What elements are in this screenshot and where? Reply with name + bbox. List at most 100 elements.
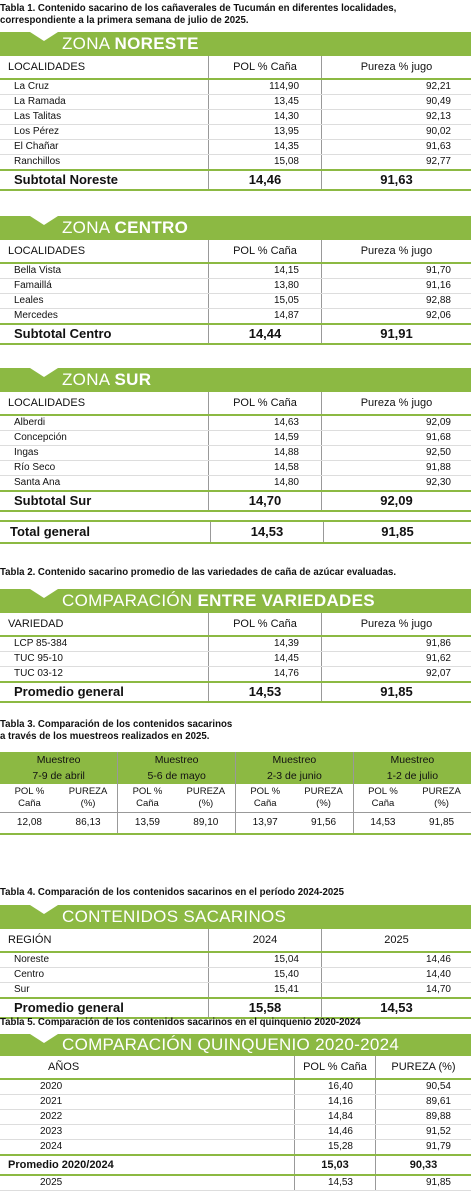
subhead-pureza: PUREZA (%) <box>412 784 471 813</box>
cell-localidad: Concepción <box>0 430 209 446</box>
cell-region: Sur <box>0 982 209 999</box>
cell-pureza: 92,21 <box>321 79 471 95</box>
cell-pureza: 91,85 <box>412 812 471 835</box>
table1-caption: Tabla 1. Contenido sacarino de los cañav… <box>0 2 471 26</box>
subtotal-pol: 14,46 <box>208 169 322 191</box>
table-header: LOCALIDADES POL % Caña Pureza % jugo <box>0 56 471 80</box>
subtotal-row: Subtotal Sur 14,70 92,09 <box>0 490 471 512</box>
cell-ano: 2025 <box>0 1175 295 1191</box>
cell-ano: 2020 <box>0 1079 295 1095</box>
subtotal-label: Subtotal Noreste <box>0 169 209 191</box>
contenidos-banner: CONTENIDOS SACARINOS <box>0 905 471 929</box>
cell-region: Centro <box>0 967 209 983</box>
table-header: LOCALIDADES POL % Caña Pureza % jugo <box>0 240 471 264</box>
muestreo-2-title: Muestreo <box>117 752 236 768</box>
cell-ano: 2021 <box>0 1094 295 1110</box>
muestreo-3-date: 2-3 de junio <box>235 768 354 784</box>
cell-variedad: LCP 85-384 <box>0 636 209 652</box>
table-row: TUC 95-10 14,45 91,62 <box>0 651 471 667</box>
subhead-pureza: PUREZA (%) <box>58 784 118 813</box>
table-row: Centro 15,40 14,40 <box>0 967 471 983</box>
zona-label: ZONA <box>62 34 110 53</box>
col-localidades: LOCALIDADES <box>0 56 209 80</box>
cell-localidad: Las Talitas <box>0 109 209 125</box>
subtotal-row: Subtotal Noreste 14,46 91,63 <box>0 169 471 191</box>
cell-pol: 14,30 <box>208 109 322 125</box>
table-row: Las Talitas 14,30 92,13 <box>0 109 471 125</box>
cell-pol: 14,16 <box>294 1094 376 1110</box>
cell-pol: 14,80 <box>208 475 322 492</box>
cell-2025: 14,46 <box>321 952 471 968</box>
variedades-table: VARIEDAD POL % Caña Pureza % jugo LCP 85… <box>0 613 471 703</box>
banner-notch-icon <box>30 368 58 377</box>
total-pureza: 91,85 <box>323 520 471 544</box>
table-row: Santa Ana 14,80 92,30 <box>0 475 471 492</box>
cell-pureza: 90,02 <box>321 124 471 140</box>
cell-pol: 14,63 <box>208 415 322 431</box>
subhead-pol: POL % Caña <box>0 784 59 813</box>
zona-centro: ZONA CENTRO LOCALIDADES POL % Caña Purez… <box>0 216 471 345</box>
subhead-pol-line2: Caña <box>371 798 395 809</box>
cell-pureza: 92,06 <box>321 308 471 325</box>
subtotal-row: Subtotal Centro 14,44 91,91 <box>0 323 471 345</box>
subtotal-pol: 14,70 <box>208 490 322 512</box>
cell-pureza: 92,13 <box>321 109 471 125</box>
promedio-row: Promedio general 14,53 91,85 <box>0 681 471 703</box>
cell-2024: 15,04 <box>208 952 322 968</box>
table-header: AÑOS POL % Caña PUREZA (%) <box>0 1056 471 1080</box>
cell-2024: 15,41 <box>208 982 322 999</box>
subheader-row: POL % Caña PUREZA (%) POL % Caña PUREZA (%) … <box>0 784 471 813</box>
cell-pureza: 92,07 <box>321 666 471 683</box>
col-localidades: LOCALIDADES <box>0 392 209 416</box>
table-header: REGIÓN 2024 2025 <box>0 929 471 953</box>
cell-localidad: Mercedes <box>0 308 209 325</box>
muestreo-1-title: Muestreo <box>0 752 118 768</box>
cell-localidad: Ranchillos <box>0 154 209 171</box>
banner-notch-icon <box>30 905 58 914</box>
table5-caption-line: Tabla 5. Comparación de los contenidos s… <box>0 1016 361 1028</box>
cell-localidad: Alberdi <box>0 415 209 431</box>
total-pol: 14,53 <box>210 520 324 544</box>
table-row: Alberdi 14,63 92,09 <box>0 415 471 431</box>
col-pol: POL % Caña <box>294 1056 376 1080</box>
cell-pol: 13,95 <box>208 124 322 140</box>
cell-variedad: TUC 03-12 <box>0 666 209 683</box>
table2-caption: Tabla 2. Contenido sacarino promedio de … <box>0 566 471 578</box>
col-pureza: PUREZA (%) <box>375 1056 471 1080</box>
subhead-pureza-line1: PUREZA <box>304 786 343 797</box>
cell-pureza: 91,62 <box>321 651 471 667</box>
subhead-pol-line1: POL % <box>250 786 281 797</box>
quinquenio-table: AÑOS POL % Caña PUREZA (%) 2020 16,40 90,5… <box>0 1056 471 1191</box>
subhead-pureza-line1: PUREZA <box>422 786 461 797</box>
cell-pureza: 91,79 <box>375 1139 471 1156</box>
cell-pol: 14,15 <box>208 263 322 279</box>
subtotal-label: Subtotal Centro <box>0 323 209 345</box>
subhead-pureza-line2: (%) <box>434 798 449 809</box>
promedio-row: Promedio general 15,58 14,53 <box>0 997 471 1019</box>
cell-pol: 14,88 <box>208 445 322 461</box>
cell-pol: 14,87 <box>208 308 322 325</box>
subhead-pureza: PUREZA (%) <box>176 784 236 813</box>
table2-caption-line: Tabla 2. Contenido sacarino promedio de … <box>0 566 397 578</box>
cell-2024: 15,40 <box>208 967 322 983</box>
subtotal-pureza: 91,91 <box>321 323 471 345</box>
muestreo-2-date: 5-6 de mayo <box>117 768 236 784</box>
muestreo-4-date: 1-2 de julio <box>352 768 471 784</box>
cell-pol: 14,45 <box>208 651 322 667</box>
table3-caption: Tabla 3. Comparación de los contenidos s… <box>0 718 471 742</box>
cell-pol: 14,59 <box>208 430 322 446</box>
table-row: Los Pérez 13,95 90,02 <box>0 124 471 140</box>
cell-pureza: 91,70 <box>321 263 471 279</box>
cell-region: Noreste <box>0 952 209 968</box>
muestreo-header-row1: Muestreo Muestreo Muestreo Muestreo <box>0 752 471 768</box>
zona-name: SUR <box>114 370 152 389</box>
col-pureza: Pureza % jugo <box>321 613 471 637</box>
col-pol: POL % Caña <box>208 240 322 264</box>
col-region: REGIÓN <box>0 929 209 953</box>
cell-pol: 14,39 <box>208 636 322 652</box>
table5-caption: Tabla 5. Comparación de los contenidos s… <box>0 1016 471 1028</box>
zona-label: ZONA <box>62 218 110 237</box>
cell-pureza: 91,86 <box>321 636 471 652</box>
col-localidades: LOCALIDADES <box>0 240 209 264</box>
table-row: El Chañar 14,35 91,63 <box>0 139 471 155</box>
